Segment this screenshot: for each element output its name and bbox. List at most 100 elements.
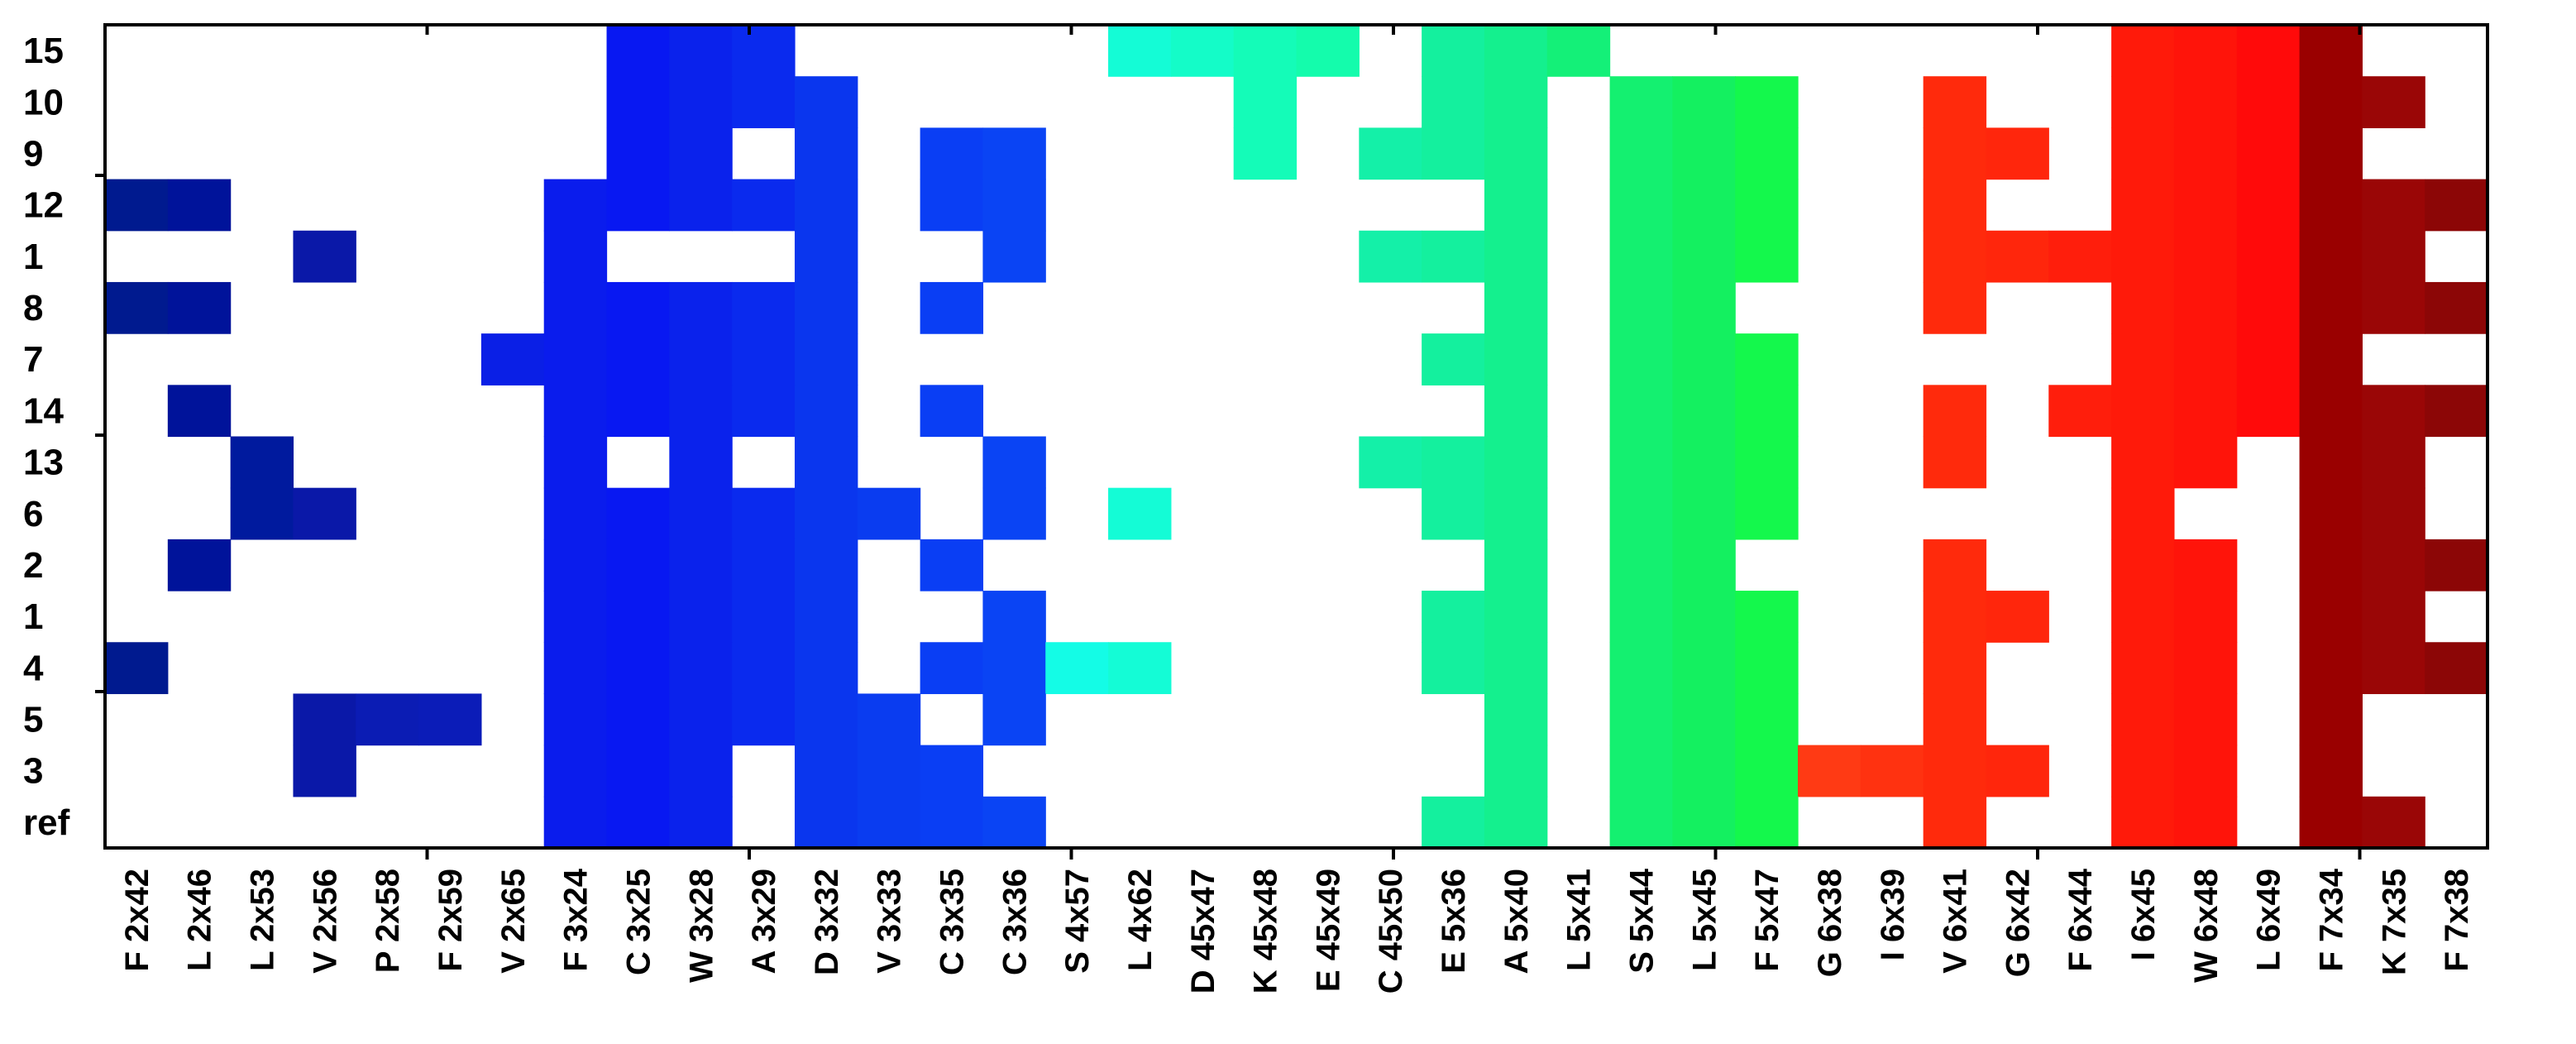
heatmap-cell [669, 642, 733, 695]
heatmap-cell [1484, 539, 1548, 591]
heatmap-cell [2362, 281, 2425, 334]
heatmap-cell [732, 487, 796, 540]
heatmap-cell [1735, 745, 1799, 797]
heatmap-cell [1735, 642, 1799, 695]
heatmap-cell [2299, 230, 2363, 283]
heatmap-cell [2173, 436, 2238, 489]
heatmap-cell [543, 693, 608, 746]
heatmap-cell [2362, 642, 2425, 695]
heatmap-cell [1484, 230, 1548, 283]
heatmap-cell [794, 76, 858, 128]
heatmap-cell [732, 642, 796, 695]
heatmap-cell [1986, 127, 2049, 180]
heatmap-cell [2173, 693, 2238, 746]
heatmap-cell [920, 127, 984, 180]
heatmap-cell [2362, 487, 2425, 540]
column-label: I 6x39 [1875, 869, 1911, 960]
heatmap-cell [1860, 745, 1924, 797]
heatmap-cell [1170, 25, 1235, 77]
heatmap-cell [2299, 385, 2363, 438]
heatmap-cell [167, 385, 232, 438]
heatmap-cell [920, 179, 984, 232]
heatmap-cell [1484, 385, 1548, 438]
heatmap-cell [1422, 487, 1485, 540]
heatmap-cell [1484, 693, 1548, 746]
column-label: L 6x49 [2251, 869, 2287, 971]
heatmap-cell [1609, 436, 1673, 489]
heatmap-cell [669, 179, 733, 232]
heatmap-cell [2111, 745, 2175, 797]
row-label: 6 [23, 494, 43, 534]
heatmap-cell [1484, 25, 1548, 77]
heatmap-cell [2173, 591, 2238, 643]
heatmap-cell [2173, 25, 2238, 77]
heatmap-cell [920, 745, 984, 797]
heatmap-cell [1422, 436, 1485, 489]
heatmap-cell [1609, 796, 1673, 849]
heatmap-cell [2299, 76, 2363, 128]
heatmap-cell [1359, 127, 1422, 180]
heatmap-cell [543, 796, 608, 849]
heatmap-cell [543, 333, 608, 386]
heatmap-cell [2425, 179, 2488, 232]
column-label: V 6x41 [1938, 869, 1974, 974]
column-label: E 45x49 [1310, 869, 1346, 992]
heatmap-cell [293, 745, 356, 797]
heatmap-cell [1422, 333, 1485, 386]
row-label: 14 [23, 390, 64, 431]
heatmap-cell [1923, 281, 1987, 334]
column-label: L 4x62 [1122, 869, 1159, 971]
heatmap-cell [1986, 230, 2049, 283]
heatmap-cell [794, 539, 858, 591]
heatmap-cell [480, 333, 545, 386]
heatmap-cell [2299, 179, 2363, 232]
heatmap-cell [920, 281, 984, 334]
heatmap-cell [1484, 76, 1548, 128]
column-label: A 5x40 [1498, 869, 1535, 975]
column-label: C 45x50 [1373, 869, 1409, 994]
heatmap-cell [2111, 281, 2175, 334]
heatmap-cell [2236, 385, 2301, 438]
heatmap-cell [1609, 230, 1673, 283]
row-label: 10 [23, 82, 64, 122]
heatmap-cell [1484, 591, 1548, 643]
heatmap-cell [2111, 693, 2175, 746]
heatmap-cell [2299, 591, 2363, 643]
heatmap-cell [2299, 796, 2363, 849]
column-label: L 5x45 [1686, 869, 1723, 971]
row-label: 1 [23, 237, 43, 277]
heatmap-cell [1422, 25, 1485, 77]
heatmap-cell [2362, 179, 2425, 232]
heatmap-cell [982, 230, 1046, 283]
heatmap-cell [2173, 179, 2238, 232]
heatmap-cell [293, 230, 356, 283]
heatmap-cell [669, 796, 733, 849]
heatmap-cell [669, 487, 733, 540]
heatmap-cell [2236, 333, 2301, 386]
row-label: 13 [23, 443, 64, 483]
heatmap-cell [1609, 591, 1673, 643]
heatmap-cell [732, 693, 796, 746]
heatmap-cell [2362, 436, 2425, 489]
column-label: G 6x42 [2000, 869, 2036, 977]
heatmap-cell [1923, 385, 1987, 438]
heatmap-cell [1672, 385, 1736, 438]
heatmap-cell [1735, 230, 1799, 283]
row-label: 12 [23, 185, 64, 226]
heatmap-cell [2173, 333, 2238, 386]
heatmap-cell [2362, 539, 2425, 591]
heatmap-cell [606, 76, 670, 128]
heatmap-cell [669, 25, 733, 77]
heatmap-cell [1108, 25, 1172, 77]
heatmap-cell [2111, 333, 2175, 386]
heatmap-cell [1672, 333, 1736, 386]
heatmap-cell [1609, 487, 1673, 540]
heatmap-cell [543, 436, 608, 489]
heatmap-cell [2299, 333, 2363, 386]
heatmap-cell [794, 333, 858, 386]
heatmap-cell [543, 642, 608, 695]
heatmap-cell [1986, 591, 2049, 643]
heatmap-cell [794, 281, 858, 334]
heatmap-cell [1609, 76, 1673, 128]
